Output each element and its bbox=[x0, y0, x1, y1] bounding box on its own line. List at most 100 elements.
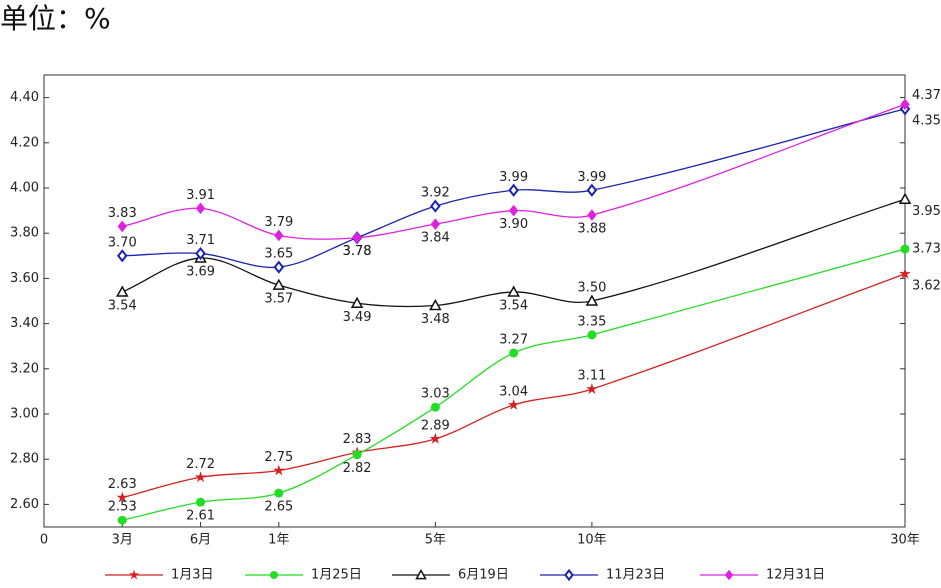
series-line bbox=[122, 108, 906, 269]
data-label: 4.37 bbox=[912, 88, 941, 103]
marker bbox=[352, 450, 362, 460]
marker bbox=[430, 402, 440, 412]
x-tick-label: 3月 bbox=[112, 533, 133, 548]
marker bbox=[430, 218, 441, 230]
y-tick-label: 4.00 bbox=[10, 181, 39, 196]
data-label: 3.84 bbox=[421, 231, 450, 246]
legend-label: 12月31日 bbox=[766, 568, 825, 583]
marker bbox=[585, 294, 599, 306]
plot-frame bbox=[43, 74, 906, 528]
data-label: 3.92 bbox=[421, 186, 450, 201]
legend-marker bbox=[724, 569, 734, 581]
y-tick-label: 2.80 bbox=[10, 452, 39, 467]
legend-marker bbox=[270, 571, 278, 579]
data-label: 3.04 bbox=[499, 384, 528, 399]
data-label: 3.54 bbox=[108, 298, 137, 313]
data-label: 3.70 bbox=[108, 235, 137, 250]
marker bbox=[899, 267, 911, 279]
data-label: 3.27 bbox=[499, 332, 528, 347]
x-tick-label: 10年 bbox=[577, 533, 607, 548]
marker bbox=[586, 183, 598, 197]
data-label: 3.50 bbox=[577, 281, 606, 296]
marker bbox=[508, 183, 519, 197]
data-label: 3.57 bbox=[264, 292, 293, 307]
marker bbox=[900, 244, 910, 254]
data-label: 3.99 bbox=[499, 170, 528, 185]
data-label: 3.69 bbox=[186, 265, 215, 280]
data-label: 3.62 bbox=[912, 278, 941, 293]
marker bbox=[429, 298, 442, 311]
marker bbox=[900, 98, 910, 111]
legend-marker bbox=[128, 569, 140, 580]
x-tick-label: 6月 bbox=[190, 533, 211, 548]
data-label: 2.89 bbox=[421, 418, 450, 433]
data-label: 2.65 bbox=[264, 500, 293, 515]
y-tick-label: 3.40 bbox=[10, 316, 39, 331]
data-label: 3.54 bbox=[499, 298, 528, 313]
marker bbox=[587, 209, 597, 221]
data-label: 3.78 bbox=[343, 244, 372, 259]
data-label: 3.99 bbox=[577, 170, 606, 185]
marker bbox=[429, 432, 442, 444]
marker bbox=[195, 202, 206, 215]
y-tick-label: 3.80 bbox=[10, 226, 39, 241]
legend-label: 11月23日 bbox=[606, 568, 665, 583]
marker bbox=[195, 246, 206, 261]
data-label: 3.78 bbox=[343, 244, 372, 259]
data-label: 3.73 bbox=[912, 242, 941, 257]
data-label: 4.35 bbox=[912, 113, 941, 128]
y-tick-label: 3.60 bbox=[10, 271, 39, 286]
marker bbox=[508, 204, 519, 217]
marker bbox=[350, 296, 364, 309]
marker bbox=[586, 383, 598, 394]
data-label: 3.83 bbox=[108, 206, 137, 221]
data-label: 2.72 bbox=[186, 457, 215, 472]
data-label: 3.79 bbox=[264, 215, 293, 230]
data-label: 3.65 bbox=[264, 247, 293, 262]
marker bbox=[116, 491, 128, 503]
data-label: 3.91 bbox=[186, 188, 215, 203]
legend-marker bbox=[415, 568, 427, 580]
data-label: 3.95 bbox=[912, 204, 941, 219]
y-tick-label: 3.00 bbox=[10, 407, 39, 422]
data-label: 2.75 bbox=[264, 450, 293, 465]
legend-marker bbox=[564, 568, 574, 582]
marker bbox=[274, 229, 284, 242]
marker bbox=[116, 249, 128, 263]
data-label: 3.88 bbox=[577, 222, 606, 237]
data-label: 3.49 bbox=[343, 310, 372, 325]
marker bbox=[509, 348, 519, 358]
data-label: 3.71 bbox=[186, 233, 215, 248]
marker bbox=[117, 220, 127, 233]
y-tick-label: 4.20 bbox=[10, 135, 39, 150]
marker bbox=[272, 278, 286, 290]
marker bbox=[898, 192, 912, 205]
x-tick-label: 5年 bbox=[425, 533, 446, 548]
marker bbox=[194, 471, 207, 483]
marker bbox=[352, 231, 362, 244]
y-tick-label: 2.60 bbox=[10, 497, 39, 512]
marker bbox=[507, 285, 520, 297]
legend-label: 1月3日 bbox=[171, 568, 214, 583]
legend-label: 1月25日 bbox=[311, 568, 362, 583]
data-label: 3.11 bbox=[577, 369, 606, 384]
x-tick-label: 30年 bbox=[890, 533, 920, 548]
data-label: 2.63 bbox=[108, 477, 137, 492]
legend-label: 6月19日 bbox=[458, 568, 509, 583]
x-tick-label: 0 bbox=[40, 533, 48, 548]
marker bbox=[117, 515, 127, 525]
marker bbox=[430, 199, 441, 213]
y-tick-label: 4.40 bbox=[10, 90, 39, 105]
y-tick-label: 3.20 bbox=[10, 361, 39, 376]
marker bbox=[115, 285, 129, 297]
x-tick-label: 1年 bbox=[268, 533, 289, 548]
marker bbox=[273, 464, 285, 476]
marker bbox=[273, 260, 285, 274]
chart-title: 单位：% bbox=[0, 2, 111, 35]
data-label: 2.53 bbox=[108, 500, 137, 515]
data-label: 3.03 bbox=[421, 387, 450, 402]
data-label: 3.90 bbox=[499, 217, 528, 232]
marker bbox=[507, 399, 520, 410]
marker bbox=[587, 330, 597, 340]
